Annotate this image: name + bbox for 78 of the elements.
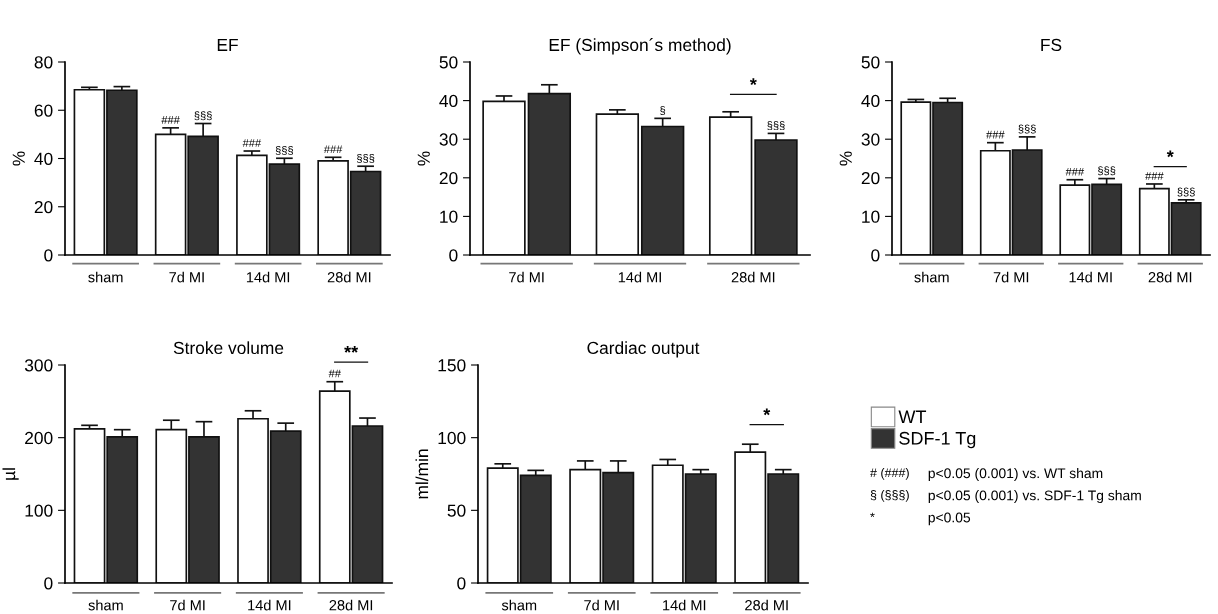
x-tick-label: 7d MI: [170, 599, 205, 611]
x-tick-label: 7d MI: [509, 271, 544, 283]
x-tick-label: 28d MI: [1148, 271, 1192, 283]
annotation: ##: [328, 369, 341, 378]
y-tick-label: 0: [44, 577, 53, 590]
y-tick-label: 20: [861, 171, 880, 185]
text: # (###) p<0.05 (0.001) vs. WT sham: [870, 468, 1103, 481]
annotation: ###: [1065, 167, 1085, 176]
annotation: §: [660, 106, 666, 116]
y-axis-title: %: [417, 151, 430, 166]
y-tick-label: 20: [34, 200, 53, 214]
text: * p<0.05: [870, 512, 971, 526]
y-tick-label: 40: [34, 152, 53, 165]
x-tick-label: 14d MI: [663, 599, 706, 611]
annotation: ###: [242, 139, 262, 147]
x-tick-label: sham: [88, 271, 123, 283]
y-tick-label: 300: [24, 359, 53, 372]
y-tick-label: 40: [861, 94, 880, 108]
y-tick-label: 0: [449, 249, 458, 262]
annotation: *: [1166, 150, 1174, 158]
y-tick-label: 0: [871, 249, 880, 262]
text: **: [344, 345, 359, 353]
annotation: §§§: [1177, 187, 1195, 197]
y-axis-title: %: [839, 151, 852, 166]
chart-title: Cardiac output: [587, 341, 700, 358]
legend-label: SDF-1 Tg: [899, 431, 976, 449]
x-tick-label: 28d MI: [745, 599, 788, 611]
annotation: §§§: [767, 121, 785, 131]
y-tick-label: 60: [34, 104, 53, 117]
chart-title: Stroke volume: [173, 341, 284, 355]
y-tick-label: 0: [44, 249, 53, 262]
annotation: §§§: [356, 153, 375, 163]
y-tick-label: 150: [438, 359, 466, 372]
y-tick-label: 100: [25, 504, 53, 517]
text: WT: [898, 410, 927, 423]
y-tick-label: 10: [440, 210, 458, 223]
annotation: *: [749, 78, 757, 85]
y-axis-title: ml/min: [415, 449, 429, 499]
annotation: *: [763, 408, 771, 416]
y-axis-title: µl: [2, 468, 19, 480]
annotation: §§§: [1018, 124, 1036, 134]
x-tick-label: 14d MI: [1069, 271, 1112, 283]
annotation: §§§: [275, 145, 294, 155]
chart-title: EF (Simpson´s method): [549, 38, 731, 55]
y-tick-label: 30: [439, 133, 458, 146]
annotation: ###: [161, 116, 180, 124]
chart-title: FS: [1041, 38, 1062, 52]
annotation: ###: [986, 130, 1005, 139]
y-tick-label: 10: [862, 210, 880, 223]
x-tick-label: sham: [501, 599, 537, 611]
x-tick-label: sham: [88, 599, 123, 611]
y-tick-label: 0: [457, 577, 466, 590]
y-tick-label: 200: [25, 431, 53, 445]
annotation: ###: [1145, 172, 1164, 180]
x-tick-label: sham: [914, 271, 949, 283]
annotation: ###: [323, 145, 343, 154]
y-tick-label: 40: [439, 94, 458, 108]
y-tick-label: 80: [34, 56, 53, 69]
y-tick-label: 50: [447, 504, 466, 517]
y-axis-title: %: [12, 151, 25, 166]
x-tick-label: 7d MI: [584, 599, 619, 611]
x-tick-label: 28d MI: [731, 271, 775, 283]
text: § (§§§) p<0.05 (0.001) vs. SDF-1 Tg sham: [870, 490, 1141, 504]
y-tick-label: 20: [439, 171, 458, 185]
y-tick-label: 50: [861, 56, 880, 69]
x-tick-label: 28d MI: [329, 599, 373, 611]
y-tick-label: 30: [861, 133, 880, 146]
annotation: §§§: [194, 111, 212, 121]
x-tick-label: 14d MI: [248, 599, 291, 611]
y-tick-label: 100: [438, 431, 466, 445]
x-tick-label: 7d MI: [169, 271, 204, 283]
x-tick-label: 7d MI: [993, 271, 1029, 283]
y-tick-label: 50: [439, 56, 458, 69]
annotation: §§§: [1098, 166, 1116, 176]
x-tick-label: 14d MI: [246, 271, 290, 283]
chart-title: EF: [217, 38, 238, 51]
x-tick-label: 28d MI: [327, 271, 371, 283]
x-tick-label: 14d MI: [618, 271, 661, 283]
